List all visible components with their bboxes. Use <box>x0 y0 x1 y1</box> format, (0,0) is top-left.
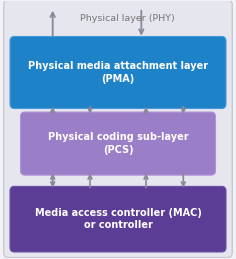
FancyBboxPatch shape <box>4 0 232 258</box>
Text: Media access controller (MAC)
or controller: Media access controller (MAC) or control… <box>34 208 202 230</box>
FancyBboxPatch shape <box>10 186 226 252</box>
FancyBboxPatch shape <box>10 37 226 109</box>
Text: Physical coding sub-layer
(PCS): Physical coding sub-layer (PCS) <box>48 132 188 155</box>
Text: Physical media attachment layer
(PMA): Physical media attachment layer (PMA) <box>28 61 208 84</box>
Text: Physical layer (PHY): Physical layer (PHY) <box>80 13 175 23</box>
FancyBboxPatch shape <box>21 112 215 175</box>
